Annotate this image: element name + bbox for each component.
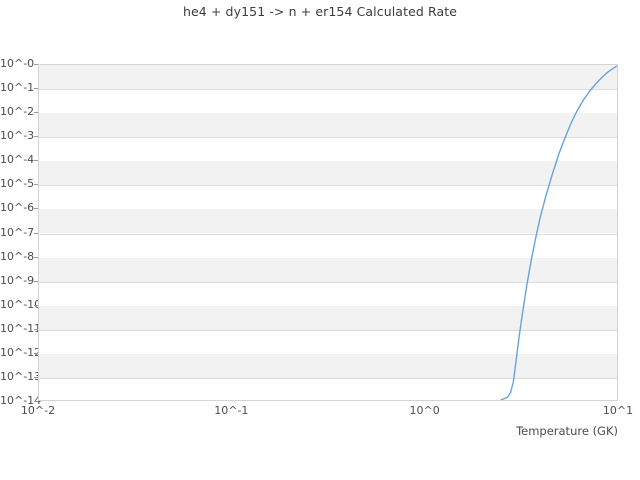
x-axis-tick-label: 10^0 bbox=[409, 404, 440, 417]
y-axis-tick-mark bbox=[34, 328, 38, 330]
y-axis-tick-label: 10^-9 bbox=[0, 273, 35, 287]
chart-title: he4 + dy151 -> n + er154 Calculated Rate bbox=[182, 4, 458, 19]
grid-band bbox=[39, 209, 617, 234]
y-axis-tick-mark bbox=[34, 136, 38, 138]
y-axis-tick-mark bbox=[34, 376, 38, 378]
y-axis-tick-mark bbox=[34, 401, 38, 402]
series-line-calculated-rate bbox=[500, 65, 617, 400]
grid-band bbox=[39, 353, 617, 378]
grid-line bbox=[39, 233, 617, 235]
y-axis-tick-label: 10^-7 bbox=[0, 225, 35, 239]
y-axis-tick-label: 10^-0 bbox=[0, 57, 35, 70]
grid-band bbox=[39, 65, 617, 90]
grid-band bbox=[39, 257, 617, 282]
y-axis-tick-label: 10^-2 bbox=[0, 105, 35, 119]
grid-line bbox=[39, 185, 617, 187]
y-axis-tick-label: 10^-1 bbox=[0, 81, 35, 95]
y-axis-tick-label: 10^-8 bbox=[0, 249, 35, 263]
grid-band bbox=[39, 113, 617, 138]
y-axis-tick-mark bbox=[34, 256, 38, 258]
y-axis-tick-label: 10^-4 bbox=[0, 153, 35, 167]
y-axis-tick-mark bbox=[34, 64, 38, 65]
grid-line bbox=[39, 137, 617, 139]
x-axis-tick-label: 10^-2 bbox=[20, 404, 56, 417]
y-axis-tick-label: 10^-14 bbox=[0, 394, 42, 407]
y-axis-tick-label: 10^-5 bbox=[0, 177, 35, 191]
y-axis-tick-label: 10^-13 bbox=[0, 369, 42, 383]
y-axis-tick-mark bbox=[34, 88, 38, 90]
grid-band bbox=[39, 161, 617, 186]
y-axis-tick-mark bbox=[34, 208, 38, 210]
y-axis-tick-label: 10^-6 bbox=[0, 201, 35, 215]
y-axis-tick-mark bbox=[34, 304, 38, 306]
data-series-layer bbox=[500, 65, 617, 400]
grid-line bbox=[39, 329, 617, 331]
grid-line bbox=[39, 281, 617, 283]
y-axis-tick-mark bbox=[34, 352, 38, 354]
y-axis-tick-label: 10^-3 bbox=[0, 129, 35, 143]
y-axis-tick-label: 10^-12 bbox=[0, 345, 42, 359]
y-axis-tick-mark bbox=[34, 280, 38, 282]
y-axis-tick-mark bbox=[34, 112, 38, 114]
grid-line bbox=[39, 89, 617, 91]
x-axis-tick-label: 10^1 bbox=[602, 404, 634, 417]
y-axis-tick-label: 10^-11 bbox=[0, 321, 42, 335]
grid-line bbox=[39, 377, 617, 379]
plot-area bbox=[38, 64, 618, 401]
y-axis-tick-mark bbox=[34, 232, 38, 234]
y-axis-tick-mark bbox=[34, 184, 38, 186]
y-axis-tick-mark bbox=[34, 160, 38, 162]
x-axis-title: Temperature (GK) bbox=[516, 424, 618, 438]
x-axis-tick-label: 10^-1 bbox=[214, 404, 249, 417]
y-axis-tick-label: 10^-10 bbox=[0, 297, 42, 311]
